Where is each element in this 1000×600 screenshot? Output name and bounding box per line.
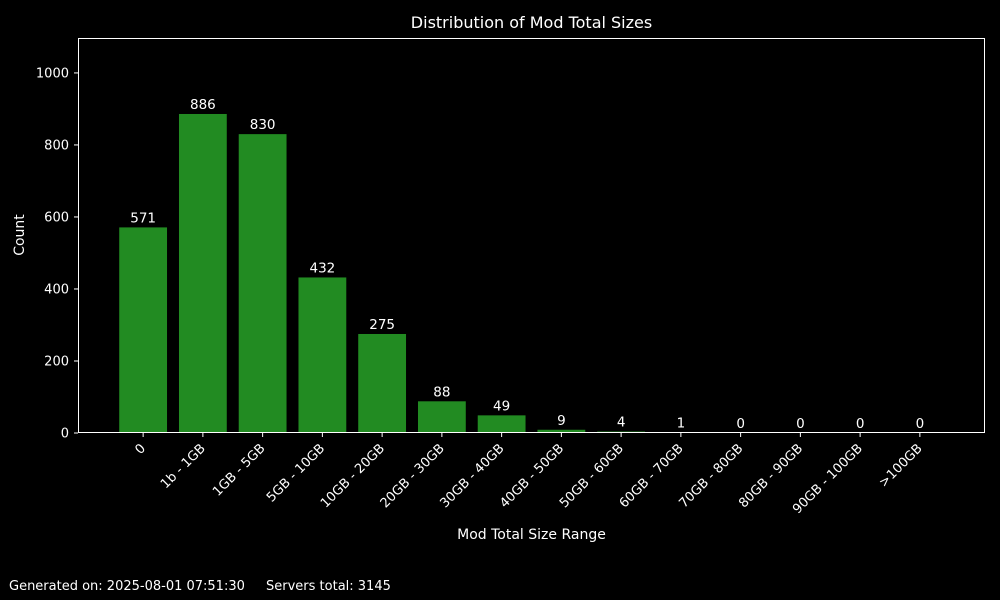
plot-border [78,38,985,433]
x-tick-label: 5GB - 10GB [264,441,328,505]
y-tick-label: 800 [44,138,69,153]
bar-30GB - 40GB [477,415,526,433]
bar-value-label: 1 [677,416,686,432]
bar-1b - 1GB [178,113,227,433]
y-tick-label: 400 [44,282,69,297]
generated-timestamp: Generated on: 2025-08-01 07:51:30 [9,579,245,594]
bar-value-label: 49 [493,398,510,414]
bar-value-label: 4 [617,415,626,431]
x-tick-label: 1GB - 5GB [210,441,268,499]
footer: Generated on: 2025-08-01 07:51:30 Server… [9,579,391,594]
bar-value-label: 0 [796,416,805,432]
y-tick-label: 1000 [36,66,69,81]
bar-value-label: 0 [736,416,745,432]
y-tick-label: 200 [44,354,69,369]
bar-1GB - 5GB [238,134,287,433]
bar-value-label: 830 [250,117,276,133]
bar-5GB - 10GB [298,277,347,433]
x-tick-label: 1b - 1GB [158,441,209,492]
bar-value-label: 432 [309,260,335,276]
bar-20GB - 30GB [417,401,466,433]
bar-value-label: 9 [557,413,566,429]
x-axis-label: Mod Total Size Range [457,527,606,543]
y-tick-label: 600 [44,210,69,225]
bar-value-label: 0 [856,416,865,432]
chart-title: Distribution of Mod Total Sizes [410,13,653,32]
bar-40GB - 50GB [537,429,586,433]
bar-value-label: 275 [369,317,395,333]
bar-0 [119,227,168,433]
bar-10GB - 20GB [358,333,407,433]
x-tick-label: >100GB [876,441,925,490]
y-tick-label: 0 [61,427,69,442]
servers-total: Servers total: 3145 [266,579,391,594]
y-axis-label: Count [12,214,28,256]
bar-value-label: 0 [916,416,925,432]
x-tick-label: 0 [132,441,148,457]
bar-value-label: 88 [433,384,450,400]
bar-value-label: 886 [190,97,216,113]
bar-value-label: 571 [130,210,156,226]
